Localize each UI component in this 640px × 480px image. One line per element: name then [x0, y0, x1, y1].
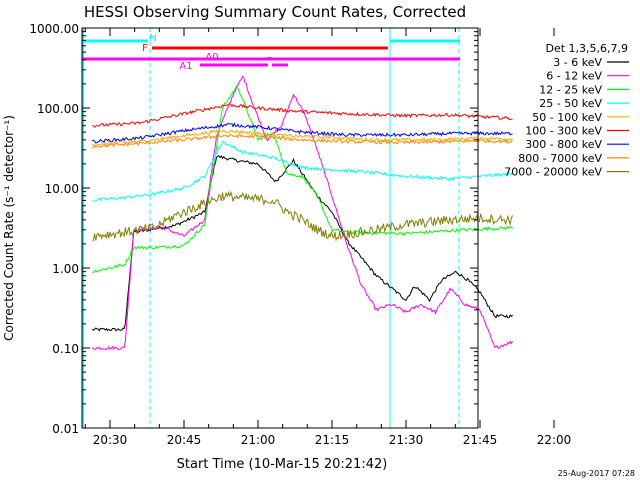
footer-timestamp: 25-Aug-2017 07:28	[558, 469, 635, 478]
legend-title: Det 1,3,5,6,7,9	[545, 42, 628, 55]
legend-entry-label: 25 - 50 keV	[539, 97, 602, 110]
legend-entry-label: 100 - 300 keV	[525, 125, 602, 138]
plot-frame	[81, 27, 479, 429]
flag-label: N	[149, 33, 156, 44]
legend-entry-label: 12 - 25 keV	[539, 83, 602, 96]
series-layer	[91, 75, 514, 351]
x-tick-label: 20:45	[167, 433, 202, 447]
series-line	[92, 190, 514, 242]
y-axis: 1000.00 100.00 10.00 1.00 0.10 0.01	[29, 22, 478, 436]
x-axis-label: Start Time (10-Mar-15 20:21:42)	[177, 457, 388, 472]
x-tick-label: 21:45	[463, 433, 498, 447]
legend-entry-label: 3 - 6 keV	[553, 56, 602, 69]
x-tick-label: 20:30	[93, 433, 128, 447]
y-tick-label: 100.00	[37, 102, 79, 116]
series-line	[91, 129, 514, 147]
series-line	[91, 140, 513, 202]
attenuator-dot	[268, 57, 271, 60]
series-line	[91, 75, 514, 351]
flag-label: A0	[205, 52, 218, 63]
y-axis-label: Corrected Count Rate (s⁻¹ detector⁻¹)	[2, 115, 16, 341]
series-line	[92, 103, 513, 128]
y-tick-label: 0.10	[52, 342, 79, 356]
y-tick-label: 1.00	[52, 262, 79, 276]
y-tick-label: 0.01	[52, 422, 79, 436]
series-line	[91, 154, 513, 332]
series-line	[92, 84, 514, 274]
x-tick-label: 21:00	[241, 433, 276, 447]
legend-entry-label: 6 - 12 keV	[546, 70, 602, 83]
flag-label: F	[142, 43, 148, 54]
y-tick-label: 10.00	[45, 182, 79, 196]
series-line	[91, 122, 513, 144]
x-axis: 20:30 20:45 21:00 21:15 21:30 21:45 22:00	[84, 28, 572, 447]
flag-label: A1	[179, 61, 192, 72]
x-tick-label: 21:15	[315, 433, 350, 447]
legend-entry-label: 300 - 800 keV	[525, 138, 602, 151]
legend-entry-label: 50 - 100 keV	[532, 111, 602, 124]
legend-entry-label: 7000 - 20000 keV	[504, 166, 602, 179]
series-line	[92, 133, 513, 149]
legend-entry-label: 800 - 7000 keV	[518, 152, 602, 165]
chart-title: HESSI Observing Summary Count Rates, Cor…	[84, 3, 466, 21]
y-tick-label: 1000.00	[29, 22, 79, 36]
x-tick-label: 21:30	[389, 433, 424, 447]
x-tick-label: 22:00	[537, 433, 572, 447]
